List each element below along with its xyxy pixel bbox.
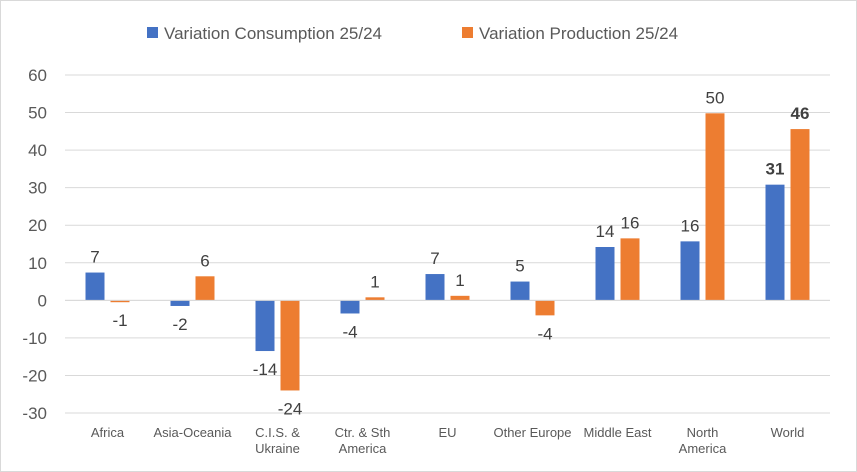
y-tick-label: -10 — [22, 329, 47, 348]
data-label: -2 — [172, 315, 187, 334]
legend-swatch-consumption — [147, 27, 158, 38]
legend-label-consumption: Variation Consumption 25/24 — [164, 24, 382, 43]
bar-production — [110, 300, 130, 303]
data-label: -4 — [342, 322, 357, 341]
bar-production — [195, 276, 215, 301]
bar-production — [450, 295, 470, 301]
bar-consumption — [425, 274, 445, 301]
data-label: -4 — [537, 324, 552, 343]
y-tick-label: -30 — [22, 404, 47, 423]
legend: Variation Consumption 25/24 Variation Pro… — [147, 24, 678, 43]
bar-consumption — [170, 300, 190, 306]
bar-production — [705, 113, 725, 301]
bar-consumption — [340, 300, 360, 314]
y-axis: -30 -20 -10 0 10 20 30 40 50 60 — [22, 66, 47, 423]
x-category-label: Middle East — [584, 425, 652, 440]
data-labels: 7 -2 -14 -4 7 5 14 16 31 -1 6 -24 1 1 -4 16 50 46 — [90, 88, 809, 418]
data-label: -1 — [112, 311, 127, 330]
bar-consumption — [765, 184, 785, 301]
x-category-label: Ctr. & Sth America — [335, 425, 391, 456]
y-tick-label: 0 — [38, 291, 47, 310]
data-label: -24 — [278, 399, 303, 418]
bars — [85, 113, 810, 391]
x-category-label: Other Europe — [493, 425, 571, 440]
legend-label-production: Variation Production 25/24 — [479, 24, 678, 43]
data-label: 5 — [515, 257, 524, 276]
data-label: 7 — [430, 249, 439, 268]
data-label: 14 — [596, 222, 615, 241]
x-category-label: C.I.S. & Ukraine — [255, 425, 300, 456]
x-category-label: Asia-Oceania — [153, 425, 232, 440]
data-label: 1 — [455, 271, 464, 290]
y-tick-label: 50 — [28, 104, 47, 123]
x-axis: Africa Asia-Oceania C.I.S. & Ukraine Ctr. & … — [65, 299, 830, 456]
bar-consumption — [680, 241, 700, 301]
y-tick-label: 20 — [28, 216, 47, 235]
y-tick-label: 30 — [28, 179, 47, 198]
legend-swatch-production — [462, 27, 473, 38]
data-label: 16 — [621, 213, 640, 232]
bar-production — [365, 297, 385, 301]
data-label: 46 — [791, 104, 810, 123]
data-label: 1 — [370, 272, 379, 291]
bar-production — [280, 300, 300, 391]
x-category-label: World — [771, 425, 805, 440]
y-tick-label: 40 — [28, 141, 47, 160]
bar-production — [790, 129, 810, 301]
data-label: 16 — [681, 216, 700, 235]
data-label: 50 — [706, 88, 725, 107]
y-tick-label: 10 — [28, 254, 47, 273]
data-label: 7 — [90, 248, 99, 267]
x-category-label: EU — [438, 425, 456, 440]
x-category-label: Africa — [91, 425, 125, 440]
y-tick-label: 60 — [28, 66, 47, 85]
bar-consumption — [595, 247, 615, 301]
bar-consumption — [255, 300, 275, 352]
data-label: -14 — [253, 360, 278, 379]
bar-production — [535, 300, 555, 316]
bar-production — [620, 238, 640, 301]
data-label: 6 — [200, 251, 209, 270]
y-tick-label: -20 — [22, 366, 47, 385]
data-label: 31 — [766, 160, 785, 179]
bar-consumption — [85, 272, 105, 301]
bar-consumption — [510, 281, 530, 301]
gridlines — [65, 74, 830, 414]
x-category-label: North America — [679, 425, 727, 456]
